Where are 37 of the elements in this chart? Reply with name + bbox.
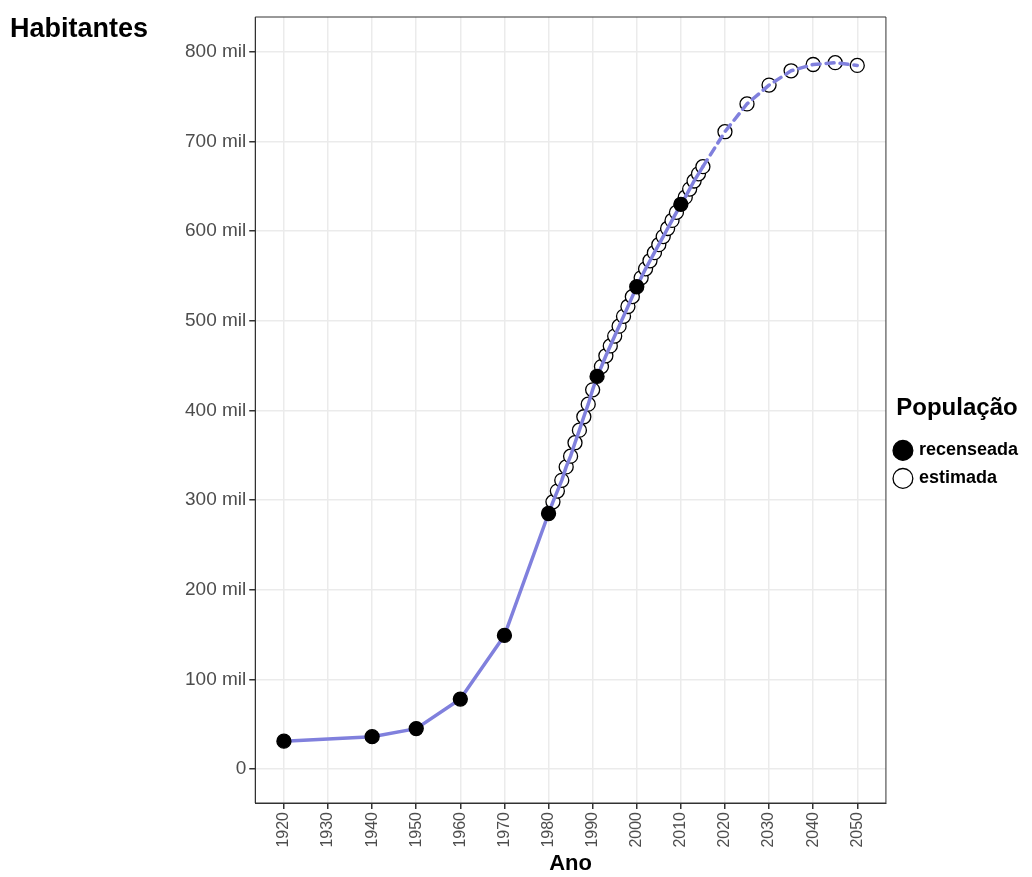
y-tick-label: 600 mil	[185, 219, 247, 241]
x-tick-label: 2050	[847, 811, 865, 848]
point	[589, 368, 605, 385]
x-tick-label: 2030	[759, 811, 777, 848]
point	[408, 720, 424, 737]
x-tick-label: 2000	[627, 811, 645, 848]
point	[452, 691, 468, 707]
x-tick-label: 1970	[494, 811, 512, 848]
legend-label: estimada	[918, 467, 998, 488]
x-tick-label: 1980	[538, 811, 556, 848]
x-axis-title: Ano	[549, 849, 592, 875]
x-tick-label: 1940	[362, 811, 380, 848]
point	[496, 627, 513, 644]
y-tick-label: 700 mil	[185, 129, 247, 151]
y-tick-label: 0	[235, 757, 247, 779]
y-tick-label: 400 mil	[185, 398, 247, 420]
x-tick-label: 1960	[450, 811, 468, 848]
point	[276, 733, 292, 749]
legend-label: recenseada	[918, 439, 1019, 460]
x-tick-label: 1950	[406, 811, 424, 848]
point	[364, 729, 380, 745]
y-axis-title: Habitantes	[10, 13, 149, 44]
y-tick-label: 100 mil	[185, 667, 247, 689]
point	[629, 279, 645, 295]
point	[540, 505, 557, 522]
x-tick-label: 2010	[671, 811, 689, 848]
x-tick-label: 1930	[318, 811, 336, 848]
x-tick-label: 1990	[583, 811, 601, 848]
y-tick-label: 300 mil	[185, 488, 247, 510]
point	[673, 196, 689, 212]
x-tick-label: 2040	[803, 811, 821, 848]
y-tick-label: 200 mil	[185, 577, 247, 599]
x-tick-label: 2020	[715, 811, 733, 848]
x-tick-label: 1920	[274, 811, 292, 848]
y-tick-label: 800 mil	[185, 40, 247, 62]
y-tick-label: 500 mil	[185, 309, 247, 331]
legend-title: População	[896, 393, 1018, 421]
